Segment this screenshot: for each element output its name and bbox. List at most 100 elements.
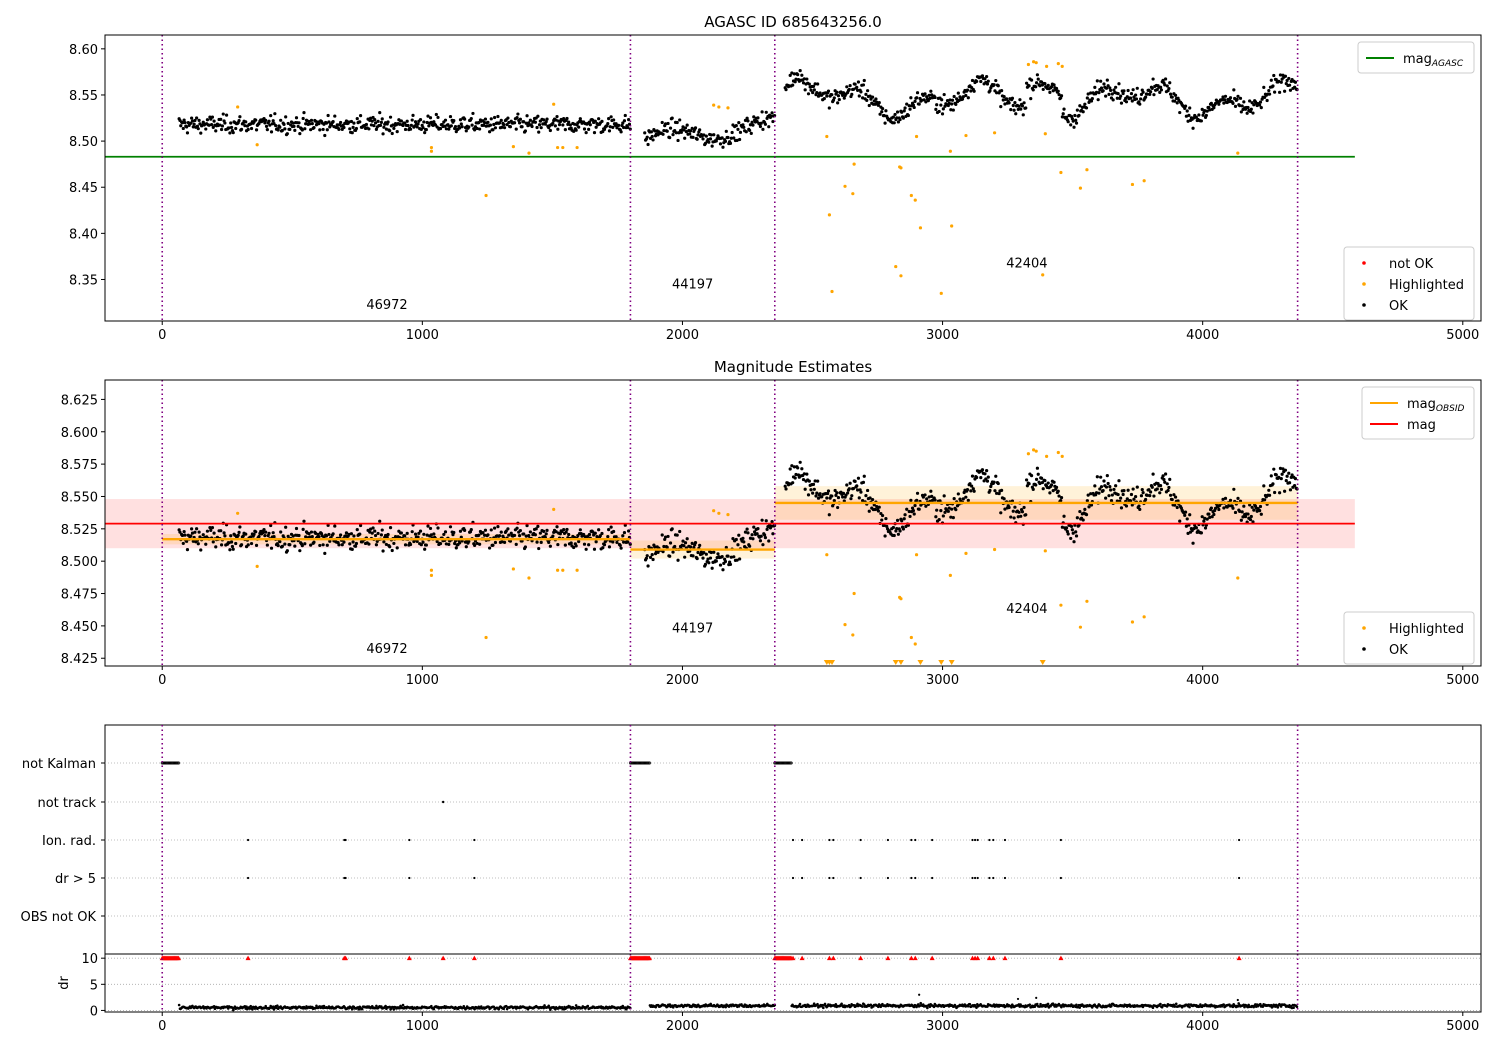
ok-point — [728, 562, 733, 567]
y-tick-label: 0 — [90, 1004, 98, 1019]
ok-point — [1245, 111, 1249, 115]
ok-point — [720, 136, 724, 140]
ok-point — [643, 131, 647, 135]
ok-point — [832, 499, 836, 503]
dr-point — [392, 1008, 396, 1011]
ok-point — [1183, 104, 1188, 108]
ok-point — [856, 80, 861, 84]
highlighted-point — [429, 573, 434, 578]
ok-point — [264, 118, 268, 122]
ok-point — [309, 530, 314, 534]
ok-point — [1104, 485, 1109, 489]
ok-point — [390, 131, 394, 136]
ok-point — [554, 530, 558, 534]
ok-point — [1110, 92, 1114, 96]
ok-point — [602, 543, 607, 547]
ok-point — [463, 528, 467, 532]
ok-point — [317, 535, 321, 539]
dr-clipped-marker — [471, 955, 477, 961]
ok-point — [662, 129, 666, 133]
ok-point — [384, 542, 388, 547]
ok-point — [1112, 88, 1116, 92]
ok-point — [1126, 488, 1130, 492]
ok-point — [609, 115, 613, 119]
ok-point — [683, 136, 687, 140]
ok-point — [584, 131, 588, 135]
ok-point — [563, 543, 567, 547]
ok-point — [368, 527, 373, 531]
highlighted-point — [992, 547, 997, 552]
dr-outlier-point — [1236, 998, 1239, 1002]
ok-point — [644, 556, 649, 560]
ok-point — [794, 472, 798, 477]
ok-point — [300, 544, 304, 548]
ok-point — [893, 112, 897, 117]
ok-point — [180, 533, 185, 538]
ok-point — [994, 78, 998, 83]
ok-point — [518, 528, 523, 533]
ok-point — [205, 118, 210, 122]
ok-point — [294, 116, 299, 120]
ok-point — [321, 543, 325, 547]
dr-point — [547, 1004, 551, 1008]
ok-point — [1212, 106, 1216, 110]
ok-point — [1148, 494, 1152, 498]
highlighted-point — [1078, 186, 1083, 190]
ok-point — [1124, 504, 1129, 508]
ok-point — [269, 130, 274, 134]
ok-point — [355, 527, 359, 532]
ok-point — [1051, 489, 1055, 493]
ok-point — [1163, 77, 1168, 81]
ok-point — [537, 546, 541, 551]
ok-point — [395, 546, 399, 550]
ok-point — [309, 128, 313, 132]
flag-row-label: not track — [37, 796, 96, 811]
ok-point — [388, 545, 392, 549]
ok-point — [1258, 103, 1262, 107]
ok-point — [835, 90, 839, 94]
ok-point — [1000, 488, 1004, 492]
ok-point — [1115, 96, 1119, 100]
ok-point — [902, 109, 906, 113]
ok-point — [996, 84, 1000, 88]
ok-point — [1147, 488, 1151, 492]
ok-point — [1163, 83, 1167, 87]
highlighted-point — [851, 633, 855, 637]
ok-point — [771, 532, 775, 536]
ok-point — [1252, 508, 1256, 512]
ok-point — [679, 130, 683, 134]
ok-point — [1046, 83, 1050, 88]
ok-point — [593, 531, 597, 535]
ok-point — [342, 540, 346, 544]
ok-point — [614, 535, 618, 539]
ok-point — [980, 468, 985, 472]
ok-point — [681, 539, 685, 543]
ok-point — [902, 517, 906, 521]
highlighted-point — [948, 149, 952, 153]
ok-point — [582, 127, 587, 131]
ok-point — [1003, 507, 1007, 511]
ok-point — [460, 125, 464, 129]
ok-point — [182, 118, 186, 122]
ok-point — [434, 112, 438, 117]
ok-point — [992, 83, 996, 87]
ok-point — [424, 543, 428, 547]
ok-point — [815, 90, 819, 95]
ok-point — [748, 128, 752, 133]
ok-point — [473, 543, 477, 548]
ok-point — [921, 495, 925, 499]
ok-point — [1288, 88, 1293, 92]
not-kalman-point — [787, 761, 791, 765]
ok-point — [1062, 514, 1066, 518]
ok-point — [364, 122, 369, 127]
ok-point — [1083, 507, 1087, 511]
dr-outlier-point — [1016, 997, 1020, 1001]
ok-point — [798, 69, 802, 73]
ok-point — [1283, 89, 1287, 93]
ok-point — [666, 534, 670, 539]
ok-point — [1288, 481, 1292, 485]
ok-point — [738, 557, 742, 561]
ok-point — [514, 542, 518, 547]
ok-point — [1191, 541, 1195, 545]
